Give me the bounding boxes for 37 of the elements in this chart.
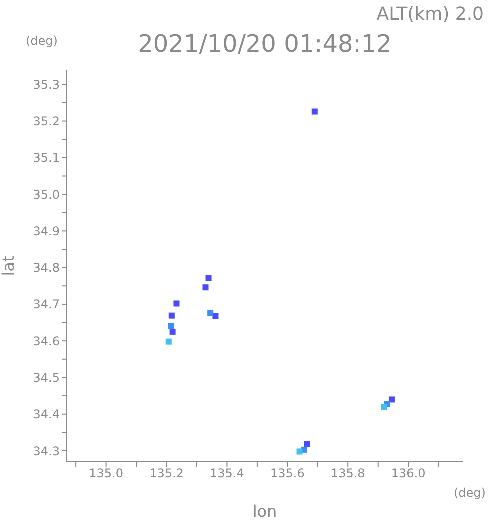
y-axis-title: lat — [0, 256, 18, 276]
point — [202, 284, 209, 291]
point — [170, 328, 176, 335]
x-tick-label: 135.6 — [270, 466, 305, 481]
point — [168, 312, 175, 319]
point — [212, 313, 219, 320]
y-tick-label: 34.5 — [33, 371, 60, 385]
chart-subtitle: ALT(km) 2.0 — [376, 4, 484, 25]
text: (deg) — [26, 34, 58, 48]
point — [381, 404, 388, 410]
y-tick-label: 35.2 — [33, 114, 60, 129]
x-tick-label: 135.4 — [210, 466, 244, 481]
point — [174, 300, 180, 307]
point — [166, 338, 172, 345]
x-tick-label: 135.2 — [150, 466, 184, 481]
x-tick-label: 136.0 — [391, 466, 426, 481]
chart-title: 2021/10/20 01:48:12 — [138, 30, 392, 58]
y-tick-label: 34.3 — [33, 444, 60, 458]
y-tick-label: 35.0 — [33, 188, 60, 202]
point — [208, 310, 214, 316]
point — [206, 275, 212, 282]
y-tick-label: 34.7 — [33, 298, 60, 312]
x-tick-label: 135.8 — [330, 466, 366, 481]
text: (deg) — [454, 486, 486, 500]
y-tick-label: 34.8 — [33, 261, 60, 276]
point — [168, 323, 174, 330]
y-tick-label: 34.9 — [33, 224, 60, 238]
point — [388, 396, 395, 403]
y-tick-label: 35.3 — [33, 78, 60, 92]
y-tick-label: 34.6 — [33, 334, 60, 348]
x-tick-label: 135.0 — [89, 466, 124, 481]
point — [312, 108, 318, 115]
y-tick-label: 34.4 — [33, 408, 60, 422]
y-tick-label: 35.1 — [33, 151, 60, 166]
x-axis-title: lon — [252, 502, 278, 521]
point — [304, 441, 310, 448]
point — [296, 448, 303, 455]
